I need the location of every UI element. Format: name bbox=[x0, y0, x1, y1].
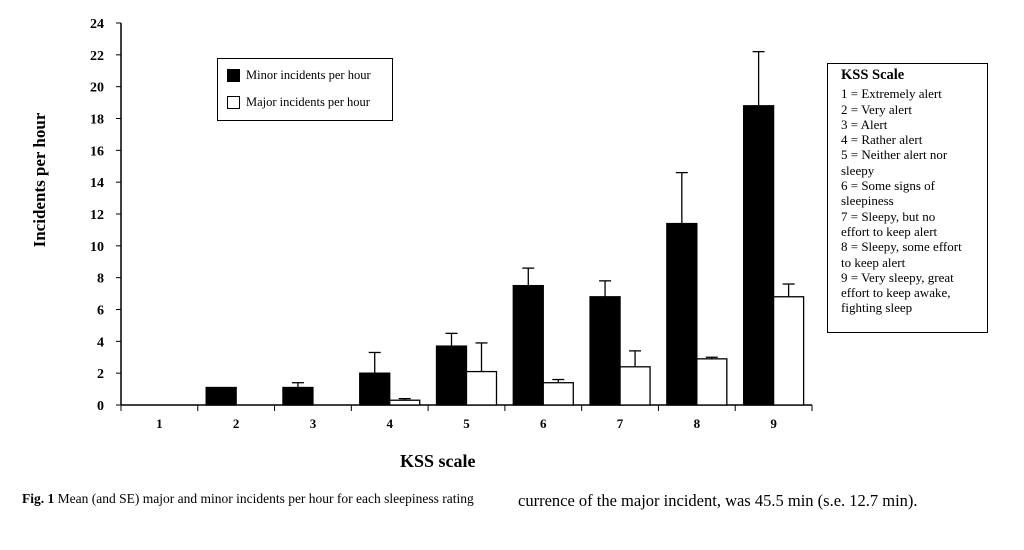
y-tick-label: 0 bbox=[97, 399, 104, 414]
bar-major bbox=[465, 370, 498, 406]
figure-caption: Fig. 1 Mean (and SE) major and minor inc… bbox=[22, 491, 502, 507]
y-tick-label: 6 bbox=[97, 304, 104, 319]
y-tick-label: 8 bbox=[97, 272, 104, 287]
y-tick-label: 4 bbox=[97, 335, 104, 350]
y-tick-label: 18 bbox=[90, 113, 104, 128]
bar-minor bbox=[205, 386, 237, 406]
bar-major bbox=[772, 296, 805, 406]
x-tick-label: 5 bbox=[463, 416, 470, 431]
x-tick-label: 6 bbox=[540, 416, 547, 431]
y-tick-label: 12 bbox=[90, 208, 104, 223]
kss-line: 1 = Extremely alert bbox=[841, 86, 942, 102]
kss-title: KSS Scale bbox=[841, 67, 905, 83]
kss-line: sleepiness bbox=[841, 193, 894, 209]
kss-line: to keep alert bbox=[841, 254, 906, 270]
x-tick-label: 4 bbox=[386, 416, 393, 431]
legend-label-minor: Minor incidents per hour bbox=[246, 68, 371, 82]
bar-minor bbox=[589, 296, 621, 406]
x-tick-label: 1 bbox=[156, 416, 163, 431]
y-tick-label: 14 bbox=[90, 176, 104, 191]
kss-line: 8 = Sleepy, some effort bbox=[841, 239, 962, 255]
caption-text: Mean (and SE) major and minor incidents … bbox=[54, 491, 474, 506]
legend-item-major: Major incidents per hour bbox=[227, 95, 370, 110]
kss-line: 4 = Rather alert bbox=[841, 132, 923, 148]
bar-minor bbox=[282, 386, 314, 406]
kss-line: fighting sleep bbox=[841, 300, 913, 316]
kss-line: 3 = Alert bbox=[841, 116, 888, 132]
kss-line: 9 = Very sleepy, great bbox=[841, 269, 954, 285]
caption-label: Fig. 1 bbox=[22, 491, 55, 506]
x-tick-label: 7 bbox=[617, 416, 624, 431]
y-tick-label: 16 bbox=[90, 144, 104, 159]
x-tick-label: 8 bbox=[694, 416, 701, 431]
y-tick-label: 24 bbox=[90, 17, 104, 32]
bar-major bbox=[619, 366, 651, 406]
bar-major bbox=[696, 358, 728, 406]
kss-line: sleepy bbox=[841, 162, 875, 178]
kss-line: effort to keep awake, bbox=[841, 285, 951, 301]
legend-swatch-major bbox=[227, 96, 240, 109]
kss-line: 2 = Very alert bbox=[841, 101, 912, 117]
legend-label-major: Major incidents per hour bbox=[246, 95, 370, 109]
bar-minor bbox=[742, 105, 775, 406]
x-tick-label: 9 bbox=[770, 416, 777, 431]
x-tick-label: 3 bbox=[310, 416, 317, 431]
legend-item-minor: Minor incidents per hour bbox=[227, 68, 371, 83]
bar-minor bbox=[359, 372, 391, 406]
kss-scale-box: KSS Scale 1 = Extremely alert 2 = Very al… bbox=[827, 63, 988, 333]
y-axis-label: Incidents per hour bbox=[30, 112, 49, 248]
kss-line: effort to keep alert bbox=[841, 223, 938, 239]
legend: Minor incidents per hour Major incidents… bbox=[217, 58, 393, 121]
kss-line: 5 = Neither alert nor bbox=[841, 147, 948, 163]
x-tick-label: 2 bbox=[233, 416, 240, 431]
y-tick-label: 2 bbox=[97, 367, 104, 382]
y-tick-label: 10 bbox=[90, 240, 104, 255]
kss-lines: 1 = Extremely alert 2 = Very alert 3 = Ale… bbox=[841, 86, 987, 315]
bar-major bbox=[542, 382, 574, 406]
body-text: currence of the major incident, was 45.5… bbox=[518, 491, 918, 510]
bar-minor bbox=[512, 284, 544, 406]
y-tick-label: 22 bbox=[90, 49, 104, 64]
bar-major bbox=[389, 399, 421, 406]
kss-line: 6 = Some signs of bbox=[841, 178, 936, 194]
kss-line: 7 = Sleepy, but no bbox=[841, 208, 936, 224]
bar-minor bbox=[435, 345, 468, 406]
y-tick-label: 20 bbox=[90, 81, 104, 96]
legend-swatch-minor bbox=[227, 69, 240, 82]
bar-minor bbox=[666, 222, 698, 406]
x-axis-label: KSS scale bbox=[400, 451, 476, 471]
